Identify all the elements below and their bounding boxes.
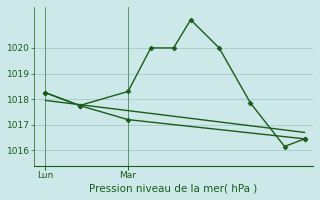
X-axis label: Pression niveau de la mer( hPa ): Pression niveau de la mer( hPa ) — [90, 183, 258, 193]
